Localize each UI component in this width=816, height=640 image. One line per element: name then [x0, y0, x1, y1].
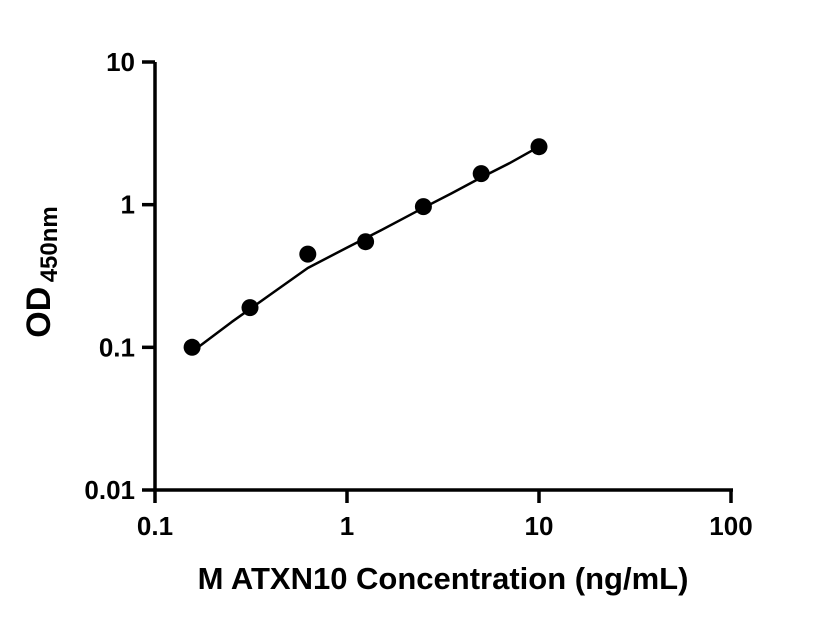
y-axis-label-main: OD — [20, 287, 58, 338]
x-tick-label: 10 — [525, 511, 554, 541]
x-tick-label: 0.1 — [137, 511, 173, 541]
data-point — [530, 138, 548, 156]
axes — [153, 62, 733, 492]
y-tick-label: 0.01 — [84, 475, 135, 505]
data-point — [357, 233, 375, 251]
x-tick-label: 1 — [340, 511, 354, 541]
data-point — [183, 338, 201, 356]
data-point — [241, 299, 259, 317]
tick-marks — [142, 60, 733, 503]
y-tick-label: 10 — [106, 47, 135, 77]
x-axis-label: M ATXN10 Concentration (ng/mL) — [198, 561, 689, 596]
x-tick-label: 100 — [709, 511, 752, 541]
y-axis-label-subscript: 450nm — [36, 206, 63, 282]
axis-lines — [153, 62, 733, 492]
data-point — [472, 165, 490, 183]
y-axis-label: OD 450nm — [20, 206, 63, 338]
y-tick-label: 1 — [121, 190, 135, 220]
data-points — [183, 138, 548, 356]
data-point — [414, 198, 432, 216]
data-point — [299, 245, 317, 263]
y-tick-label: 0.1 — [99, 332, 135, 362]
